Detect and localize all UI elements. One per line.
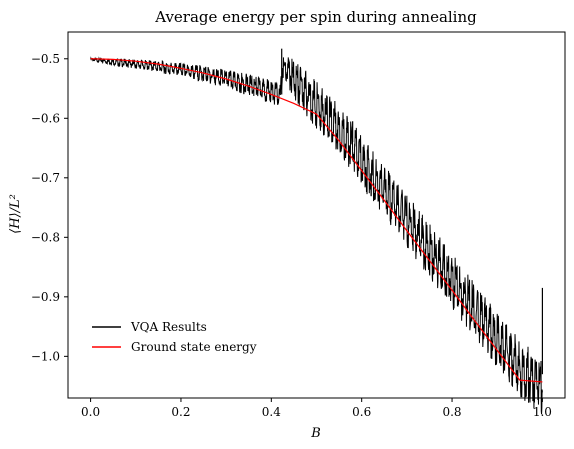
x-tick-label-3: 0.6 — [352, 405, 371, 419]
y-tick-label-5: −1.0 — [31, 349, 60, 363]
x-tick-label-2: 0.4 — [262, 405, 281, 419]
y-tick-label-4: −0.9 — [31, 290, 60, 304]
y-ticks: −0.5 −0.6 −0.7 −0.8 −0.9 −1.0 — [31, 52, 68, 363]
x-tick-label-0: 0.0 — [81, 405, 100, 419]
x-tick-label-5: 1.0 — [533, 405, 552, 419]
y-tick-label-2: −0.7 — [31, 171, 60, 185]
x-ticks: 0.0 0.2 0.4 0.6 0.8 1.0 — [81, 398, 552, 419]
y-axis-title: ⟨H⟩/L² — [8, 194, 23, 234]
y-tick-label-3: −0.8 — [31, 230, 60, 244]
plot-frame — [67, 31, 566, 399]
x-tick-label-4: 0.8 — [442, 405, 461, 419]
legend-label-vqa-results: VQA Results — [130, 320, 207, 334]
series-line-vqa-results — [90, 56, 543, 415]
chart-title: Average energy per spin during annealing — [154, 8, 477, 26]
plot-area — [68, 32, 565, 415]
y-tick-label-1: −0.6 — [31, 111, 60, 125]
legend-label-ground-state-energy: Ground state energy — [131, 340, 257, 354]
y-tick-label-0: −0.5 — [31, 52, 60, 66]
x-tick-label-1: 0.2 — [171, 405, 190, 419]
x-axis-title: B — [310, 426, 321, 441]
series-line-ground-state-energy — [90, 58, 543, 383]
axes — [67, 31, 566, 399]
legend: VQA Results Ground state energy — [92, 320, 257, 354]
